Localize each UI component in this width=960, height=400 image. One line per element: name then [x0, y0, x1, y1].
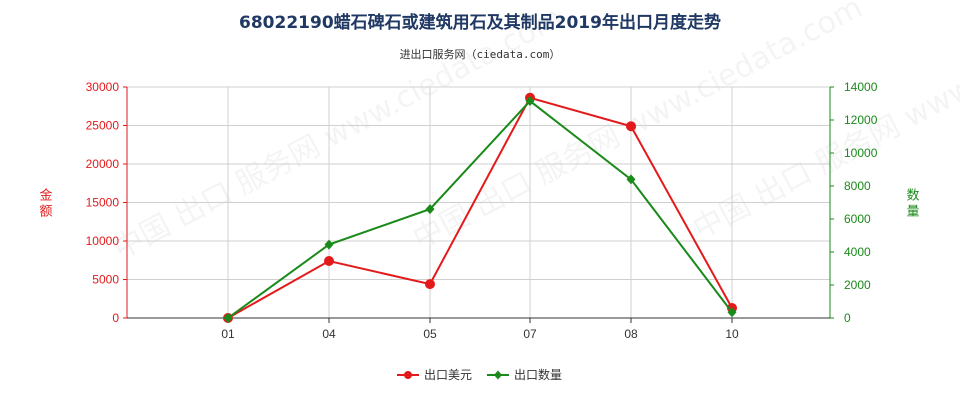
x-tick-label: 05: [423, 327, 437, 341]
left-tick-label: 25000: [86, 119, 120, 133]
quantity-series-line: [227, 99, 733, 319]
left-tick-label: 10000: [86, 234, 120, 248]
axes: 0 5000 10000 15000 20000 25000 30000 0 2000 4000 6…: [39, 80, 919, 341]
right-tick-label: 2000: [844, 278, 871, 292]
legend: 出口美元 出口数量: [397, 367, 562, 382]
left-tick-label: 15000: [86, 196, 120, 210]
right-tick-label: 4000: [844, 245, 871, 259]
legend-label: 出口数量: [514, 367, 562, 382]
x-tick-label: 08: [624, 327, 638, 341]
right-tick-label: 12000: [844, 113, 878, 127]
legend-marker: [494, 370, 502, 380]
quantity-data-point: [324, 239, 334, 250]
x-tick-label: 07: [523, 327, 537, 341]
quantity-data-point: [626, 174, 636, 185]
legend-marker: [404, 371, 412, 379]
left-tick-label: 5000: [92, 273, 119, 287]
left-tick-label: 30000: [86, 80, 120, 94]
quantity-data-point: [525, 96, 535, 107]
legend-label: 出口美元: [424, 368, 472, 382]
grid: [127, 86, 831, 319]
chart-title: 68022190蜡石碑石或建筑用石及其制品2019年出口月度走势: [239, 13, 721, 33]
right-tick-label: 6000: [844, 212, 871, 226]
x-tick-label: 01: [221, 327, 235, 341]
x-tick-label: 04: [322, 327, 336, 341]
left-tick-label: 20000: [86, 157, 120, 171]
amount-data-point: [324, 256, 334, 267]
amount-data-point: [626, 121, 636, 132]
series: [223, 92, 737, 323]
chart-subtitle: 进出口服务网（ciedata.com）: [399, 48, 561, 61]
quantity-data-point: [727, 307, 737, 318]
right-tick-label: 14000: [844, 80, 878, 94]
watermark-text: 中国 出口 服务网 www.ciedata.com: [407, 0, 868, 257]
right-axis-title: 数量: [906, 189, 919, 220]
quantity-data-point: [223, 313, 233, 323]
right-tick-label: 10000: [844, 146, 878, 160]
quantity-data-point: [425, 204, 435, 215]
right-tick-label: 8000: [844, 179, 871, 193]
amount-data-point: [425, 279, 435, 290]
right-tick-label: 0: [844, 311, 851, 325]
amount-series-line: [227, 96, 733, 319]
left-axis-title: 金额: [39, 188, 52, 220]
x-tick-label: 10: [725, 327, 739, 341]
left-tick-label: 0: [112, 311, 119, 325]
